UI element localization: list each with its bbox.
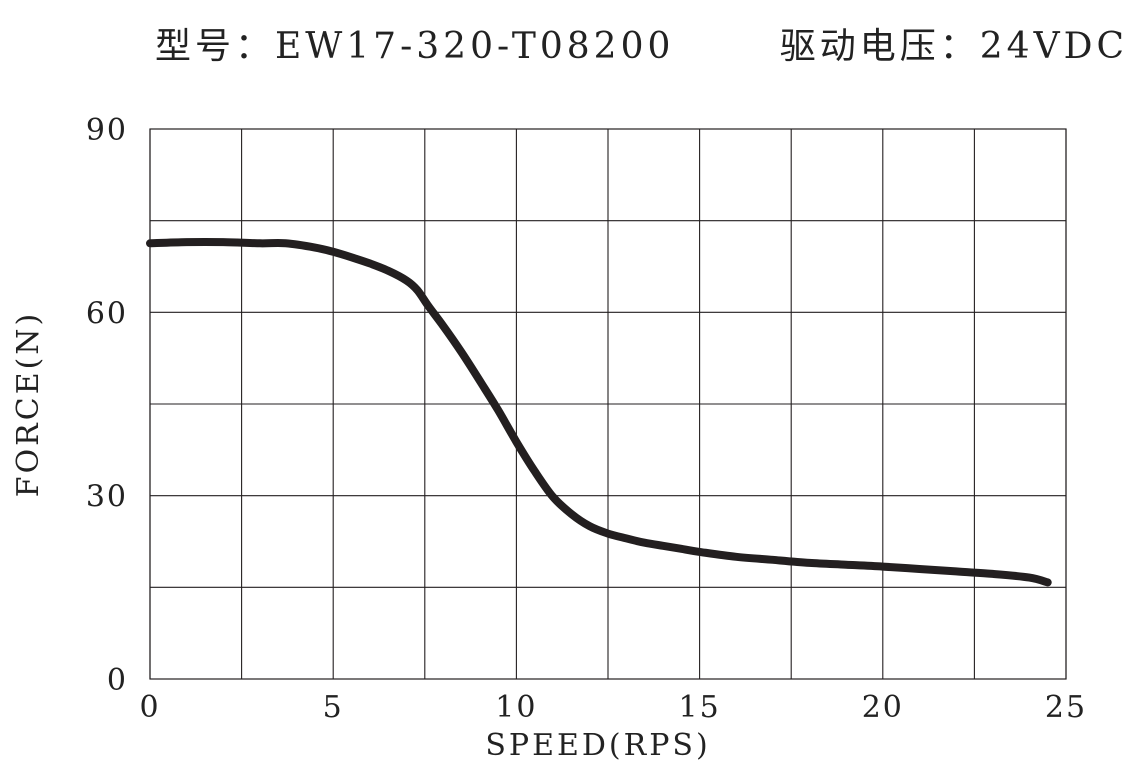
y-tick-labels: 0 30 60 90 <box>86 113 128 698</box>
x-tick-labels: 0 5 10 15 20 25 <box>139 690 1087 725</box>
voltage-title: 驱动电压：24VDC <box>780 26 1128 67</box>
y-axis-label: FORCE(N) <box>11 311 46 498</box>
x-axis-label: SPEED(RPS) <box>485 728 710 763</box>
y-tick-label: 90 <box>86 113 128 148</box>
x-tick-label: 25 <box>1045 690 1087 725</box>
x-tick-label: 5 <box>323 690 344 725</box>
x-tick-label: 20 <box>862 690 904 725</box>
force-curve-line <box>146 237 1052 587</box>
grid <box>149 128 1067 680</box>
x-tick-label: 0 <box>139 690 160 725</box>
y-tick-label: 0 <box>107 663 128 698</box>
y-tick-label: 30 <box>86 480 128 515</box>
model-title: 型号：EW17-320-T08200 <box>155 26 674 67</box>
y-tick-label: 60 <box>86 296 128 331</box>
plot-frame <box>149 128 1067 680</box>
x-tick-label: 10 <box>495 690 537 725</box>
x-tick-label: 15 <box>679 690 721 725</box>
